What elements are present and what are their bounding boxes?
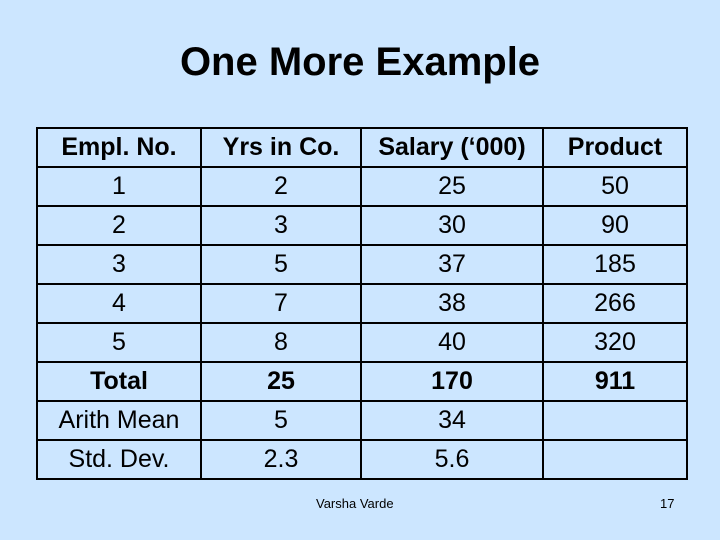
table-cell: 30 bbox=[360, 205, 544, 246]
table-cell: 7 bbox=[200, 283, 362, 324]
table-cell: 1 bbox=[36, 166, 202, 207]
table-cell: 38 bbox=[360, 283, 544, 324]
sd-label: Std. Dev. bbox=[36, 439, 202, 480]
mean-cell: 34 bbox=[360, 400, 544, 441]
sd-cell: 5.6 bbox=[360, 439, 544, 480]
table-row: 3 5 37 185 bbox=[36, 244, 688, 285]
header-cell: Yrs in Co. bbox=[200, 127, 362, 168]
header-cell: Empl. No. bbox=[36, 127, 202, 168]
table-cell: 3 bbox=[200, 205, 362, 246]
table-row: 1 2 25 50 bbox=[36, 166, 688, 207]
page-number: 17 bbox=[660, 496, 675, 511]
slide-title: One More Example bbox=[179, 40, 541, 84]
header-cell: Product bbox=[542, 127, 688, 168]
mean-label: Arith Mean bbox=[36, 400, 202, 441]
sd-cell: 2.3 bbox=[200, 439, 362, 480]
table-cell: 40 bbox=[360, 322, 544, 363]
table-cell: 90 bbox=[542, 205, 688, 246]
sd-row: Std. Dev. 2.3 5.6 bbox=[36, 439, 688, 480]
table-cell: 5 bbox=[200, 244, 362, 285]
table-row: 5 8 40 320 bbox=[36, 322, 688, 363]
table-cell: 185 bbox=[542, 244, 688, 285]
table-row: 2 3 30 90 bbox=[36, 205, 688, 246]
total-cell: 170 bbox=[360, 361, 544, 402]
table-header-row: Empl. No. Yrs in Co. Salary (‘000) Produ… bbox=[36, 127, 688, 168]
table-cell: 25 bbox=[360, 166, 544, 207]
total-label: Total bbox=[36, 361, 202, 402]
data-table: Empl. No. Yrs in Co. Salary (‘000) Produ… bbox=[36, 127, 688, 480]
total-cell: 25 bbox=[200, 361, 362, 402]
table-cell: 50 bbox=[542, 166, 688, 207]
table-cell: 37 bbox=[360, 244, 544, 285]
table-row: 4 7 38 266 bbox=[36, 283, 688, 324]
table-cell: 2 bbox=[36, 205, 202, 246]
table-cell: 3 bbox=[36, 244, 202, 285]
mean-cell: 5 bbox=[200, 400, 362, 441]
table-cell: 320 bbox=[542, 322, 688, 363]
mean-cell bbox=[542, 400, 688, 441]
table-cell: 8 bbox=[200, 322, 362, 363]
total-cell: 911 bbox=[542, 361, 688, 402]
slide-footer: Varsha Varde bbox=[316, 496, 394, 511]
sd-cell bbox=[542, 439, 688, 480]
table-cell: 4 bbox=[36, 283, 202, 324]
mean-row: Arith Mean 5 34 bbox=[36, 400, 688, 441]
total-row: Total 25 170 911 bbox=[36, 361, 688, 402]
table-cell: 266 bbox=[542, 283, 688, 324]
table-cell: 5 bbox=[36, 322, 202, 363]
table-cell: 2 bbox=[200, 166, 362, 207]
header-cell: Salary (‘000) bbox=[360, 127, 544, 168]
